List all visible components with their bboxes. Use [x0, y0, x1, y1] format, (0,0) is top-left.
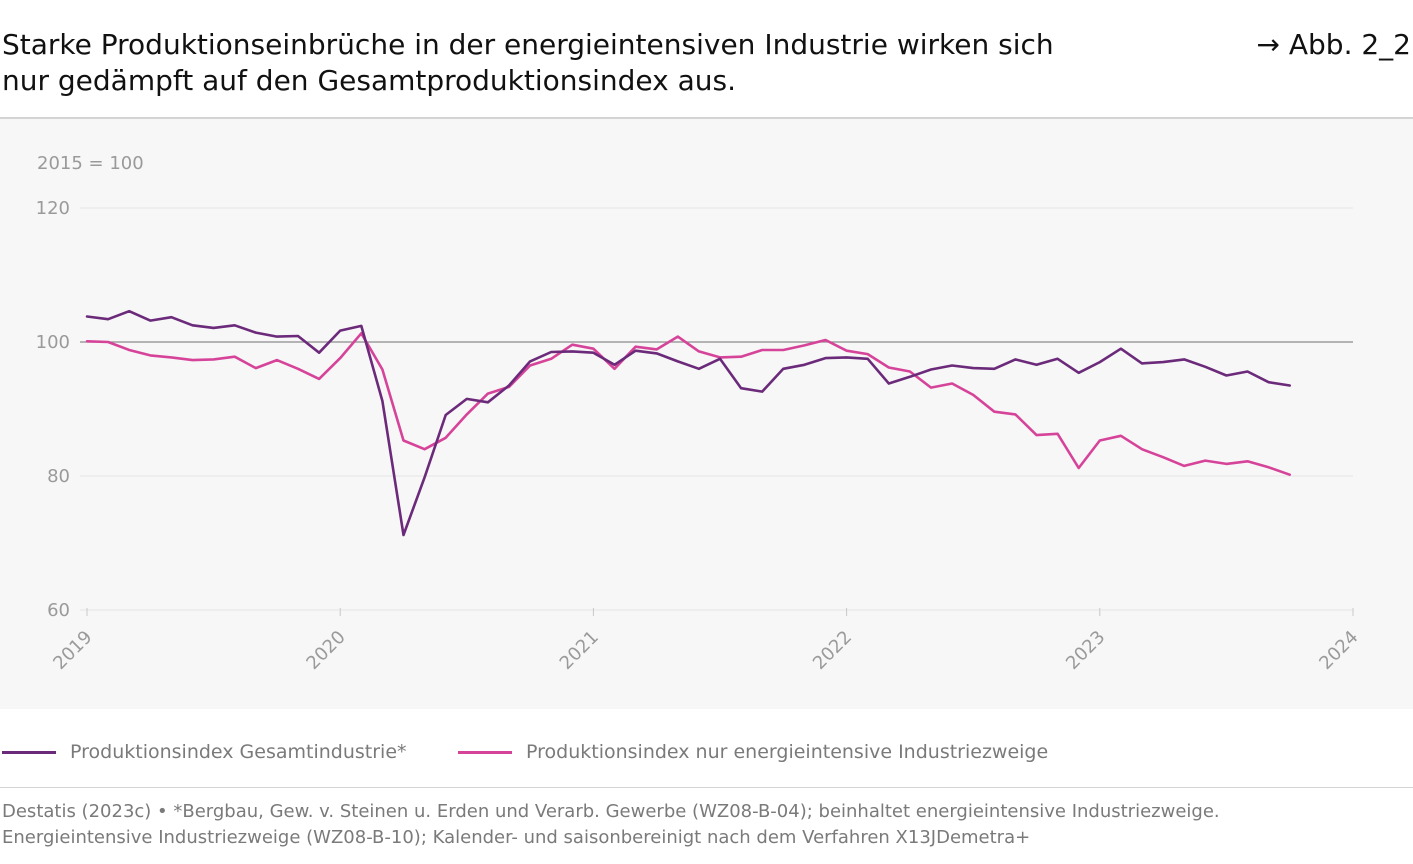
figure-reference-link[interactable]: → Abb. 2_2 — [1256, 28, 1412, 61]
chart-title-line-1: Starke Produktionseinbrüche in der energ… — [2, 28, 1054, 61]
source-line-2: Energieintensive Industriezweige (WZ08-B… — [2, 827, 1031, 848]
legend-item-energy: Produktionsindex nur energieintensive In… — [458, 732, 1048, 772]
legend-label-total: Produktionsindex Gesamtindustrie* — [70, 741, 407, 763]
source-line-1: Destatis (2023c) • *Bergbau, Gew. v. Ste… — [2, 801, 1220, 822]
x-tick-label-2021: 2021 — [556, 627, 603, 674]
legend-swatch-total — [2, 750, 56, 754]
footer-divider — [0, 787, 1413, 788]
x-tick-label-2023: 2023 — [1062, 627, 1109, 674]
y-tick-label-80: 80 — [47, 466, 70, 487]
legend-label-energy: Produktionsindex nur energieintensive In… — [526, 741, 1049, 763]
series-line-total — [85, 309, 1291, 537]
y-tick-label-120: 120 — [36, 198, 70, 219]
y-tick-label-100: 100 — [36, 332, 70, 353]
series-line-energy — [85, 332, 1291, 477]
legend-swatch-energy — [458, 750, 512, 754]
source-note: Destatis (2023c) • *Bergbau, Gew. v. Ste… — [2, 799, 1220, 851]
line-chart: 2015 = 100 60 80 100 120 2019 2020 2021 2022 2023… — [36, 153, 1363, 674]
x-tick-label-2022: 2022 — [809, 627, 856, 674]
x-tick-label-2020: 2020 — [302, 627, 349, 674]
legend-item-total: Produktionsindex Gesamtindustrie* — [2, 732, 407, 772]
y-tick-label-60: 60 — [47, 600, 70, 621]
chart-title-line-2: nur gedämpft auf den Gesamtproduktionsin… — [2, 64, 737, 97]
header-divider — [0, 117, 1413, 119]
plot-area: 2015 = 100 60 80 100 120 2019 2020 2021 2022 2023… — [0, 119, 1413, 709]
chart-header: Starke Produktionseinbrüche in der energ… — [0, 0, 1413, 118]
chart-legend: Produktionsindex Gesamtindustrie* Produk… — [0, 732, 1413, 772]
unit-label: 2015 = 100 — [37, 153, 144, 174]
x-tick-label-2019: 2019 — [49, 627, 96, 674]
x-tick-label-2024: 2024 — [1315, 627, 1362, 674]
